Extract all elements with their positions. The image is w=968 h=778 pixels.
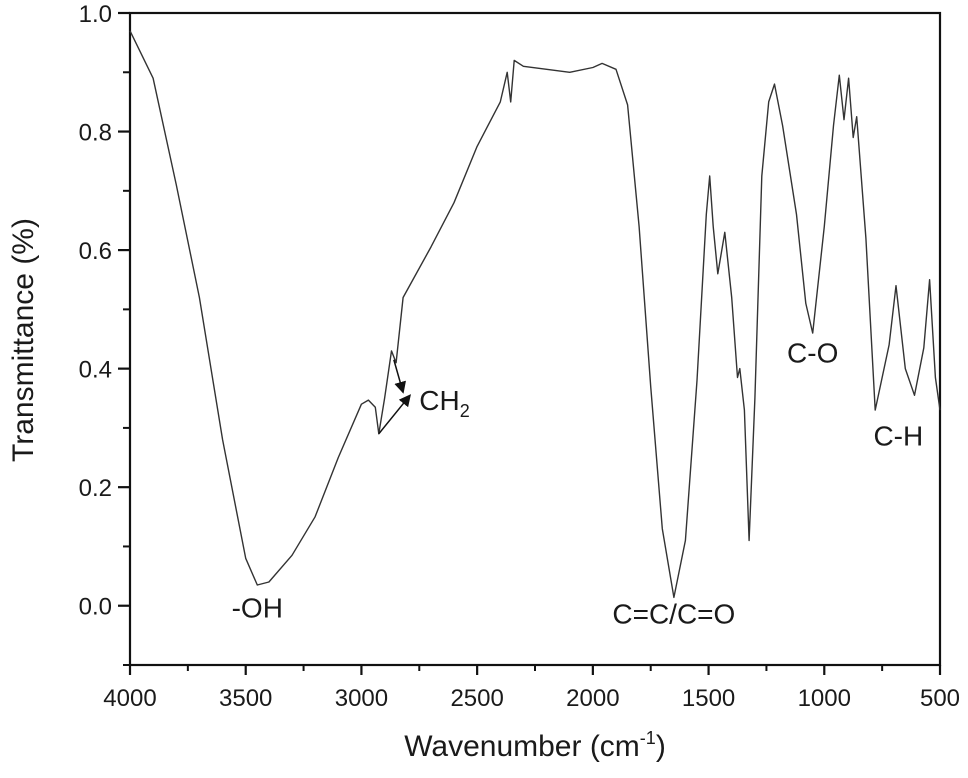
annotation-arrow [393,359,406,394]
x-tick-label: 3500 [219,685,272,712]
x-tick-label: 2500 [450,685,503,712]
annotation-arrow [378,394,411,435]
x-tick-label: 1000 [798,685,851,712]
x-tick-label: 2000 [566,685,619,712]
y-axis-label: Transmittance (%) [7,218,40,462]
x-axis-label: Wavenumber (cm-1) [404,728,666,763]
peak-label: C-O [787,338,838,369]
y-tick-label: 0.2 [79,475,112,502]
peak-label: C=C/C=O [612,599,735,630]
x-tick-label: 3000 [335,685,388,712]
y-tick-label: 0.0 [79,594,112,621]
y-tick-label: 0.8 [79,120,112,147]
y-tick-label: 0.4 [79,357,112,384]
peak-label: -OH [232,593,283,624]
x-tick-label: 4000 [103,685,156,712]
peak-label: C-H [873,421,923,452]
y-tick-label: 0.6 [79,238,112,265]
peak-label: CH2 [419,385,469,421]
spectrum-line [129,30,941,599]
y-tick-label: 1.0 [79,1,112,28]
x-axis-ticks: 4000 3500 3000 2500 2000 1500 1000 500 [103,665,960,712]
x-tick-label: 1500 [682,685,735,712]
y-axis-ticks: 0.0 0.2 0.4 0.6 0.8 1.0 [79,1,130,666]
x-tick-label: 500 [920,685,960,712]
peak-annotations: -OH CH2 C=C/C=O C-O C-H [232,338,924,630]
annotation-arrows [378,359,411,435]
